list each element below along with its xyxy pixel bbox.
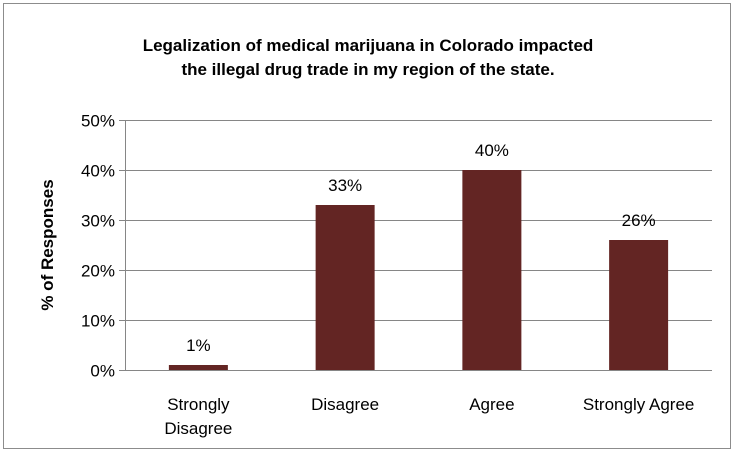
data-labels: 1% 33% 40% 26% bbox=[186, 141, 656, 355]
gridlines bbox=[119, 120, 712, 371]
y-tick-label: 0% bbox=[90, 362, 115, 381]
bar bbox=[315, 205, 375, 370]
bar bbox=[168, 365, 228, 370]
y-tick-label: 10% bbox=[81, 312, 115, 331]
y-axis-label: % of Responses bbox=[38, 179, 57, 310]
bar bbox=[462, 170, 522, 370]
data-label: 1% bbox=[186, 336, 211, 355]
y-tick-label: 30% bbox=[81, 212, 115, 231]
y-tick-label: 20% bbox=[81, 262, 115, 281]
chart-title-line-2: the illegal drug trade in my region of t… bbox=[181, 60, 555, 79]
y-tick-label: 40% bbox=[81, 162, 115, 181]
y-tick-labels: 0% 10% 20% 30% 40% 50% bbox=[81, 112, 115, 381]
data-label: 33% bbox=[328, 176, 362, 195]
x-tick-label: Agree bbox=[469, 395, 514, 414]
bar bbox=[609, 240, 669, 370]
x-tick-label: Disagree bbox=[164, 419, 232, 438]
x-tick-label: Disagree bbox=[311, 395, 379, 414]
y-tick-label: 50% bbox=[81, 112, 115, 131]
bars bbox=[168, 170, 669, 370]
chart-title: Legalization of medical marijuana in Col… bbox=[0, 34, 736, 82]
data-label: 26% bbox=[622, 211, 656, 230]
chart-title-line-1: Legalization of medical marijuana in Col… bbox=[142, 36, 594, 55]
x-tick-label: Strongly Agree bbox=[583, 395, 695, 414]
x-tick-labels: Strongly Disagree Disagree Agree Strongly Ag… bbox=[164, 395, 694, 438]
x-tick-label: Strongly bbox=[167, 395, 230, 414]
data-label: 40% bbox=[475, 141, 509, 160]
